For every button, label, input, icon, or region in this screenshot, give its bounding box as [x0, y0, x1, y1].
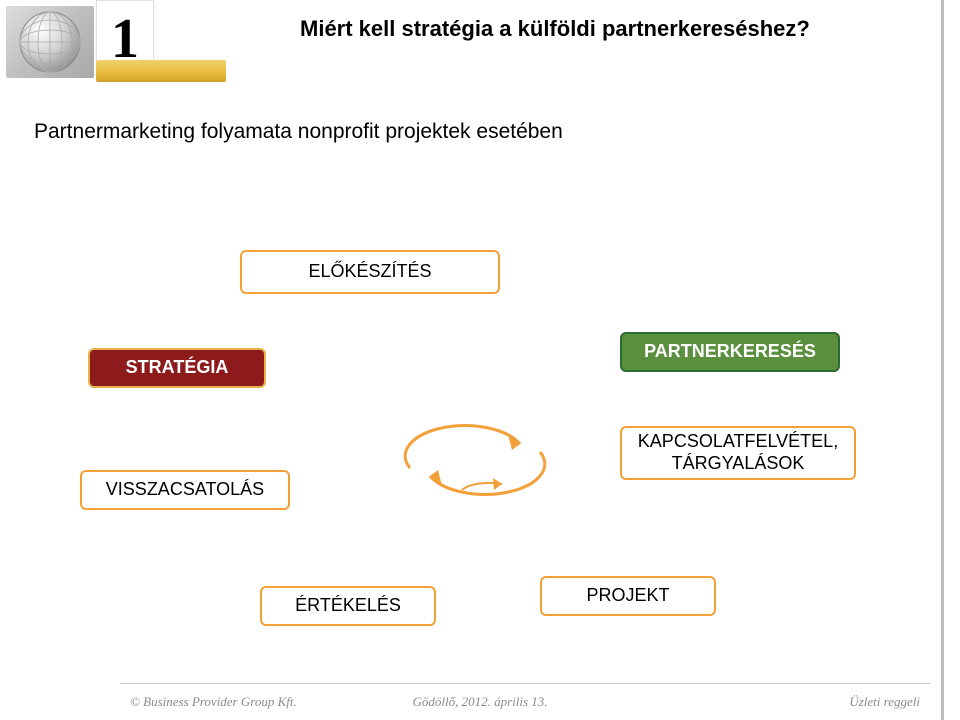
slide-subtitle: Partnermarketing folyamata nonprofit pro…: [34, 120, 563, 144]
node-elokeszites: ELŐKÉSZÍTÉS: [240, 250, 500, 294]
footer-left: © Business Provider Group Kft.: [130, 694, 297, 710]
section-number: 1: [111, 11, 139, 67]
node-partnerkereses: PARTNERKERESÉS: [620, 332, 840, 372]
node-kapcsolat: KAPCSOLATFELVÉTEL,TÁRGYALÁSOK: [620, 426, 856, 480]
slide-title: Miért kell stratégia a külföldi partnerk…: [300, 16, 920, 42]
header: 1 Miért kell stratégia a külföldi partne…: [0, 0, 960, 88]
slide: 1 Miért kell stratégia a külföldi partne…: [0, 0, 960, 720]
footer: © Business Provider Group Kft. Gödöllő, …: [0, 684, 960, 720]
footer-right: Üzleti reggeli: [849, 694, 920, 710]
cycle-arrows-icon: [390, 420, 560, 500]
globe-icon: [6, 6, 94, 78]
node-strategia: STRATÉGIA: [88, 348, 266, 388]
node-projekt: PROJEKT: [540, 576, 716, 616]
node-ertekeles: ÉRTÉKELÉS: [260, 586, 436, 626]
node-visszacsatolas: VISSZACSATOLÁS: [80, 470, 290, 510]
gold-ribbon: [96, 60, 226, 82]
footer-center: Gödöllő, 2012. április 13.: [412, 694, 547, 710]
right-rule: [941, 0, 944, 720]
